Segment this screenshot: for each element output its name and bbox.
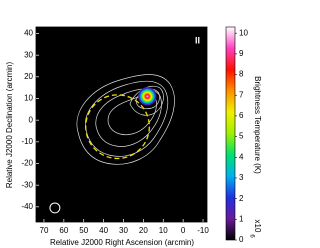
y-tick-label: 40 xyxy=(24,29,33,38)
x-tick-label: 60 xyxy=(59,226,68,235)
x-tick-label: 50 xyxy=(79,226,88,235)
colorbar-tick-label: 8 xyxy=(239,70,244,79)
y-tick-label: 30 xyxy=(24,50,33,59)
colorbar-tick-label: 10 xyxy=(239,28,248,37)
y-tick-label: 10 xyxy=(24,94,33,103)
chart: II Relative J2000 Declination (arcmin) R… xyxy=(5,26,262,247)
x-tick-label: 20 xyxy=(139,226,148,235)
y-axis-label: Relative J2000 Declination (arcmin) xyxy=(5,62,14,189)
colorbar-tick-label: 4 xyxy=(239,152,244,161)
colorbar-exponent: 6 xyxy=(248,234,254,238)
colorbar-tick-label: 1 xyxy=(239,214,244,223)
colorbar-tick-label: 9 xyxy=(239,49,244,58)
colorbar-label: Brightness Temperature (K) xyxy=(253,76,262,174)
colorbar-tick-label: 2 xyxy=(239,194,244,203)
colorbar-tick-label: 5 xyxy=(239,132,244,141)
y-tick-label: -40 xyxy=(21,202,33,211)
beam xyxy=(49,202,61,214)
source xyxy=(137,86,158,107)
colorbar-tick-label: 0 xyxy=(239,235,244,244)
colorbar xyxy=(225,26,236,241)
x-axis-label: Relative J2000 Right Ascension (arcmin) xyxy=(50,238,194,247)
x-tick-label: 70 xyxy=(40,226,49,235)
colorbar-tick-label: 6 xyxy=(239,111,244,120)
x-tick-label: 30 xyxy=(119,226,128,235)
x-tick-label: -10 xyxy=(197,226,209,235)
y-tick-label: -10 xyxy=(21,137,33,146)
colorbar-multiplier: x10 xyxy=(253,220,262,233)
plot-frame xyxy=(35,26,208,223)
x-tick-label: 0 xyxy=(181,226,186,235)
y-tick-label: -30 xyxy=(21,180,33,189)
y-tick-label: 20 xyxy=(24,72,33,81)
y-tick-label: -20 xyxy=(21,159,33,168)
x-tick-label: 40 xyxy=(99,226,108,235)
x-tick-label: 10 xyxy=(159,226,168,235)
panel-label: II xyxy=(195,35,200,45)
colorbar-tick-label: 7 xyxy=(239,90,244,99)
colorbar-tick-label: 3 xyxy=(239,173,244,182)
region-circle xyxy=(85,94,150,160)
plot-area xyxy=(36,27,207,222)
y-tick-label: 0 xyxy=(29,115,34,124)
